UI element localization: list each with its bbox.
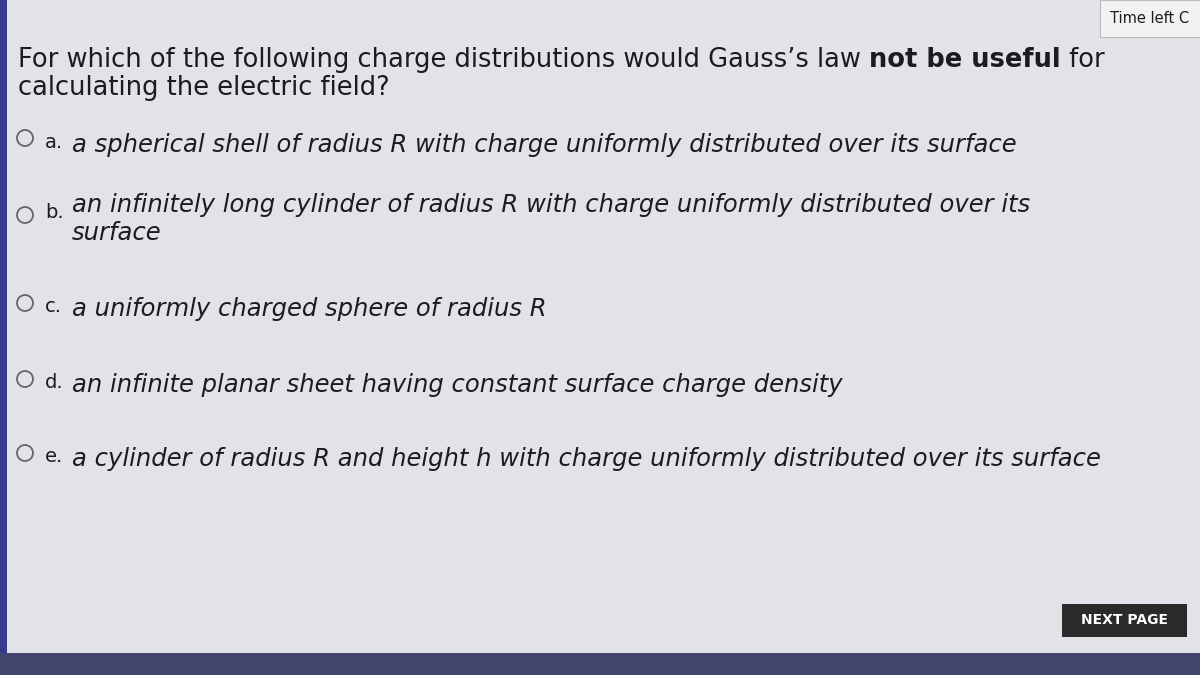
Bar	[1100, 0, 1200, 37]
Text: for: for	[1061, 47, 1104, 73]
Text: surface: surface	[72, 221, 162, 245]
Text: For which of the following charge distributions would Gauss’s law: For which of the following charge distri…	[18, 47, 869, 73]
Text: an infinitely long cylinder of radius R with charge uniformly distributed over i: an infinitely long cylinder of radius R …	[72, 193, 1031, 217]
Text: a uniformly charged sphere of radius R: a uniformly charged sphere of radius R	[72, 297, 547, 321]
Text: b.: b.	[46, 202, 64, 221]
Text: e.: e.	[46, 446, 64, 466]
Text: calculating the electric field?: calculating the electric field?	[18, 75, 390, 101]
Bar	[0, 653, 1200, 675]
Bar	[0, 0, 7, 653]
Text: an infinite planar sheet having constant surface charge density: an infinite planar sheet having constant…	[72, 373, 842, 397]
Text: d.: d.	[46, 373, 64, 391]
Text: a.: a.	[46, 132, 64, 151]
Text: a spherical shell of radius R with charge uniformly distributed over its surface: a spherical shell of radius R with charg…	[72, 133, 1016, 157]
Text: Time left C: Time left C	[1110, 11, 1189, 26]
Text: a cylinder of radius R and height h with charge uniformly distributed over its s: a cylinder of radius R and height h with…	[72, 447, 1100, 471]
Text: c.: c.	[46, 296, 62, 315]
Text: NEXT PAGE: NEXT PAGE	[1081, 614, 1168, 628]
FancyBboxPatch shape	[1062, 604, 1187, 637]
Text: not be useful: not be useful	[869, 47, 1061, 73]
